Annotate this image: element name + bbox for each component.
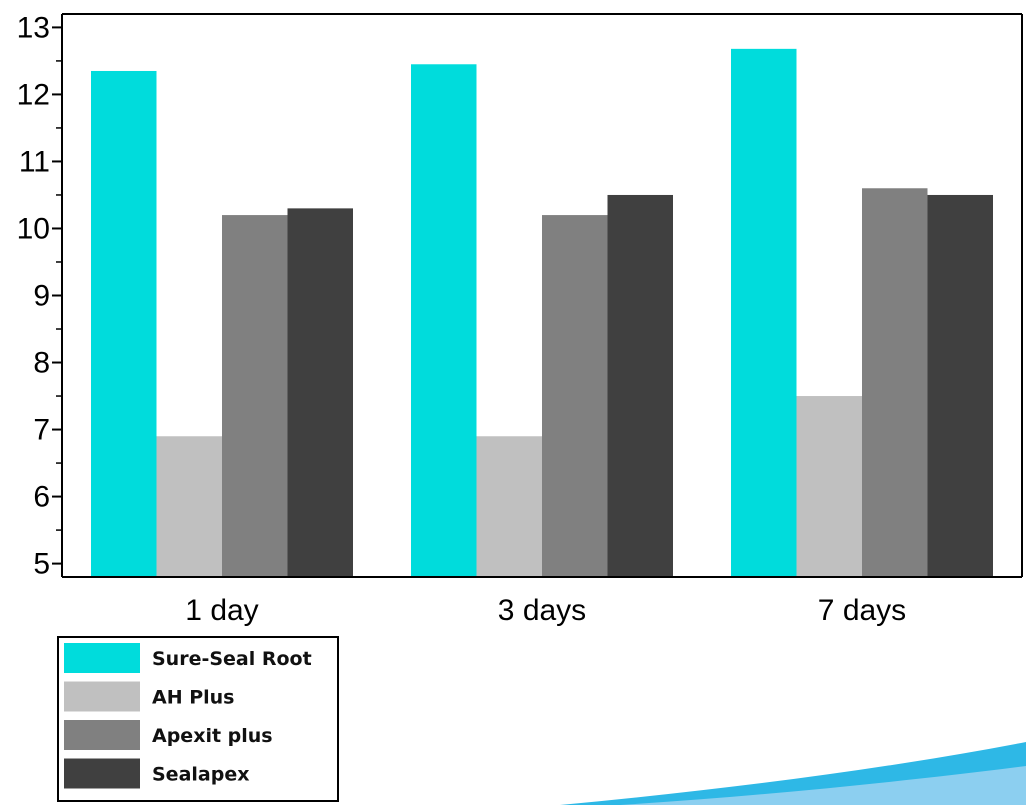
bar-sure-seal-root-7-days [731, 48, 797, 578]
bar-sure-seal-root-3-days [411, 64, 477, 577]
legend-swatch [64, 758, 140, 789]
legend-label: Apexit plus [152, 725, 273, 747]
x-tick-label: 7 days [818, 594, 906, 627]
bar-apexit-plus-7-days [862, 188, 928, 577]
legend-swatch [64, 643, 140, 673]
bar-apexit-plus-1-day [222, 215, 288, 578]
legend-label: Sure-Seal Root [152, 648, 312, 670]
y-tick-label: 11 [19, 145, 50, 178]
y-tick-label: 8 [33, 347, 50, 380]
bar-ah-plus-7-days [796, 396, 862, 577]
x-tick-label: 3 days [498, 594, 586, 627]
y-tick-label: 9 [33, 280, 50, 313]
legend-swatch [64, 720, 140, 750]
bars-layer [91, 48, 993, 578]
y-tick-label: 5 [33, 548, 50, 581]
legend-label: AH Plus [152, 687, 235, 709]
legend: Sure-Seal Root AH Plus Apexit plus Sealapex [57, 636, 339, 802]
y-tick-label: 7 [33, 414, 50, 447]
bar-sure-seal-root-1-day [91, 70, 157, 577]
y-tick-label: 10 [17, 212, 50, 245]
bar-sealapex-3-days [607, 194, 673, 577]
y-tick-label: 6 [33, 481, 50, 514]
bar-sealapex-1-day [287, 208, 353, 577]
y-tick-label: 13 [17, 11, 50, 44]
decorative-swoosh [560, 742, 1026, 805]
axes-layer: 1 day 3 days 7 days 5 6 7 8 9 10 11 12 13 [17, 11, 1023, 627]
bar-ah-plus-3-days [476, 436, 542, 577]
bar-apexit-plus-3-days [542, 215, 608, 578]
swoosh-band-light [620, 766, 1026, 805]
y-tick-label: 12 [17, 78, 50, 111]
x-tick-label: 1 day [185, 594, 258, 627]
bar-sealapex-7-days [927, 194, 993, 577]
bar-ah-plus-1-day [156, 436, 222, 577]
legend-label: Sealapex [152, 764, 249, 786]
legend-swatch [64, 681, 140, 712]
